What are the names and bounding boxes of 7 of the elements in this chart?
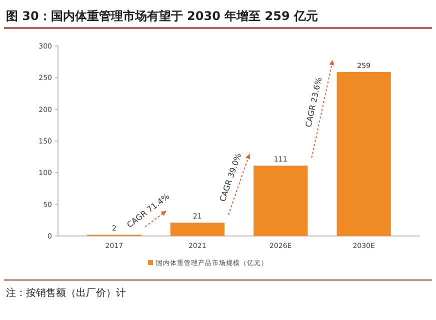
annotation: CAGR 39.0% bbox=[218, 152, 244, 203]
bar bbox=[336, 72, 391, 236]
text: 注：按销售额（出厂价）计 bbox=[6, 287, 126, 299]
annotation: CAGR 23.6% bbox=[304, 76, 324, 128]
bar bbox=[170, 222, 224, 236]
bar bbox=[254, 166, 308, 236]
chart-title: 图 30：国内体重管理市场有望于 2030 年增至 259 亿元 bbox=[6, 9, 318, 23]
